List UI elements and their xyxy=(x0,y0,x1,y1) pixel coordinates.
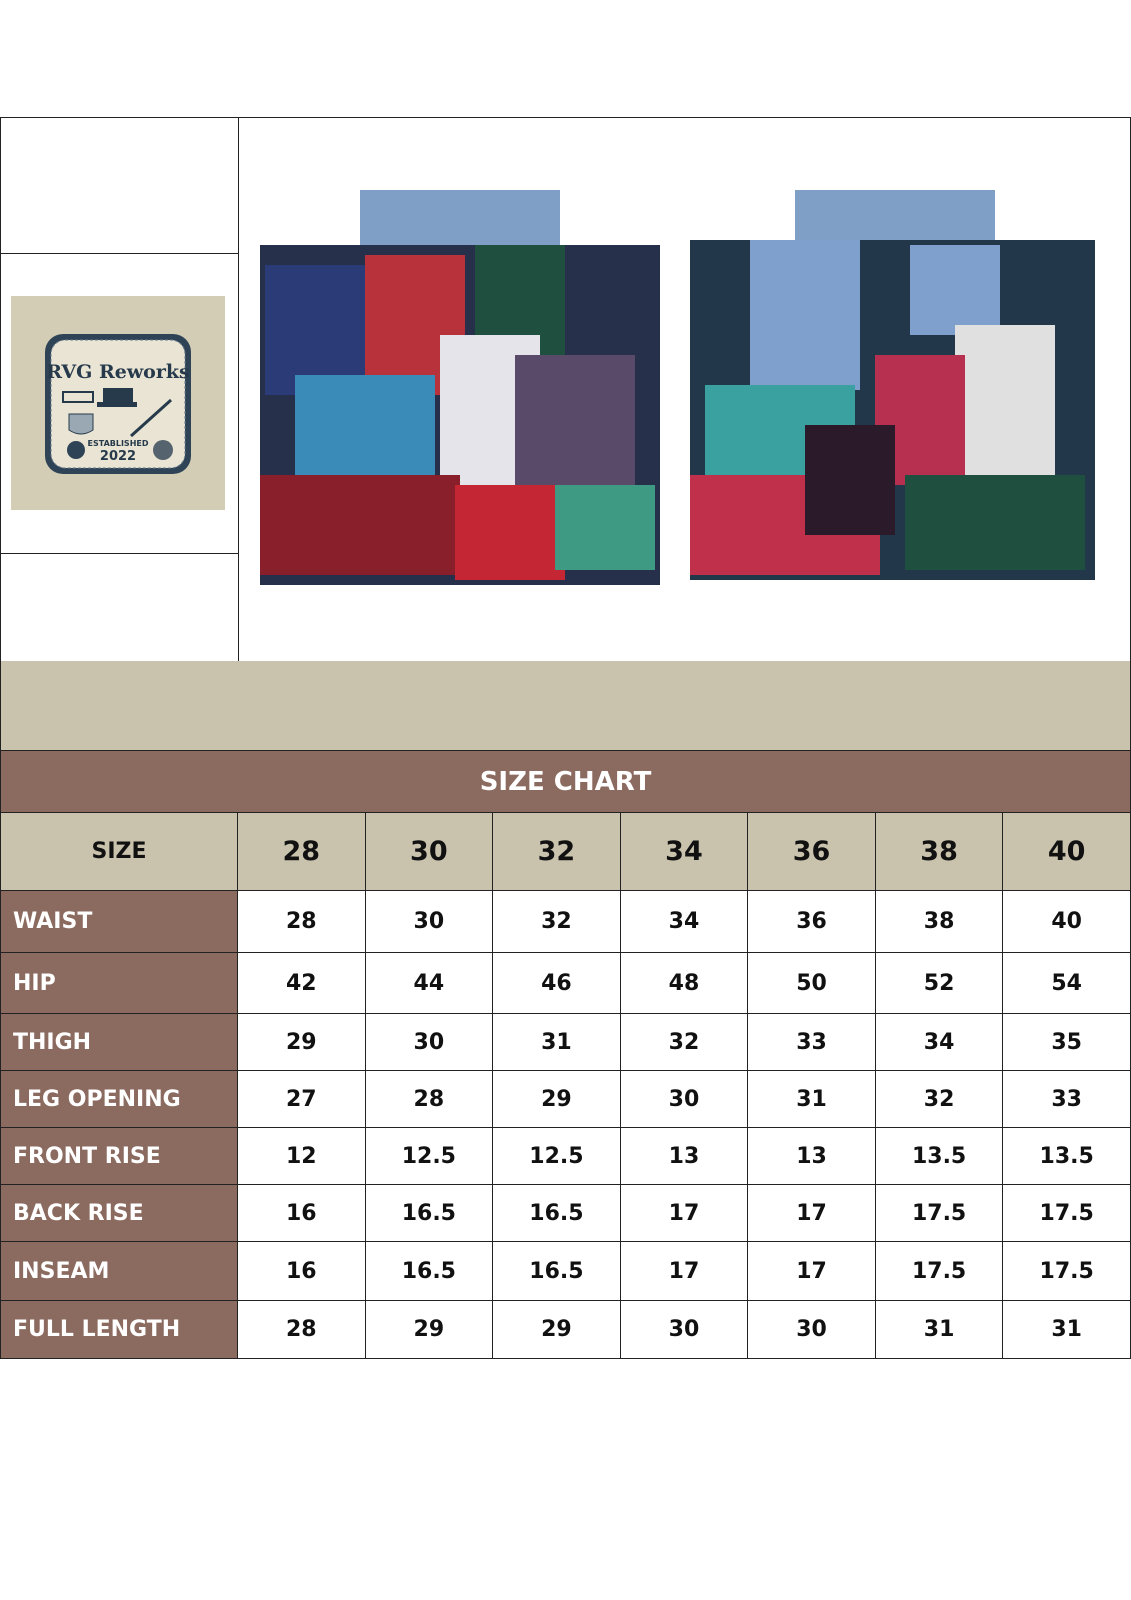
table-cell: 35 xyxy=(1002,1013,1131,1071)
table-cell: 30 xyxy=(619,1070,749,1128)
size-chart-title: SIZE CHART xyxy=(0,751,1131,813)
table-cell: 16 xyxy=(237,1184,366,1242)
shorts-front-image xyxy=(260,190,660,585)
table-cell: 52 xyxy=(874,952,1004,1014)
empty-cell xyxy=(1,118,239,254)
table-cell: 33 xyxy=(747,1013,876,1071)
brand-logo: RVG Reworks ESTABLISHED 2022 xyxy=(11,296,225,510)
table-cell: 30 xyxy=(619,1300,749,1359)
shorts-back-image xyxy=(690,190,1095,580)
table-cell: 54 xyxy=(1002,952,1131,1014)
table-cell: 31 xyxy=(1002,1300,1131,1359)
table-cell: 12.5 xyxy=(492,1127,621,1185)
table-cell: 31 xyxy=(492,1013,621,1071)
table-cell: 34 xyxy=(874,1013,1004,1071)
size-column-header: 36 xyxy=(747,812,876,891)
table-cell: 12.5 xyxy=(364,1127,494,1185)
table-row: WAIST 28 30 32 34 36 38 40 xyxy=(0,890,1131,953)
table-row: LEG OPENING 27 28 29 30 31 32 33 xyxy=(0,1070,1131,1128)
table-cell: 17.5 xyxy=(874,1184,1004,1242)
table-row: INSEAM 16 16.5 16.5 17 17 17.5 17.5 xyxy=(0,1241,1131,1301)
size-column-header: 34 xyxy=(619,812,749,891)
table-cell: 46 xyxy=(492,952,621,1014)
logo-cell xyxy=(1,253,239,554)
table-cell: 50 xyxy=(747,952,876,1014)
table-cell: 17.5 xyxy=(874,1241,1004,1301)
size-column-header: 30 xyxy=(364,812,494,891)
table-cell: 31 xyxy=(747,1070,876,1128)
table-cell: 17 xyxy=(619,1241,749,1301)
table-row: HIP 42 44 46 48 50 52 54 xyxy=(0,952,1131,1014)
svg-text:2022: 2022 xyxy=(100,449,136,464)
table-cell: 42 xyxy=(237,952,366,1014)
svg-text:ESTABLISHED: ESTABLISHED xyxy=(88,439,149,448)
table-cell: 17 xyxy=(747,1241,876,1301)
table-cell: 16.5 xyxy=(492,1184,621,1242)
table-cell: 16.5 xyxy=(492,1241,621,1301)
row-label: BACK RISE xyxy=(0,1184,238,1242)
size-column-header: 28 xyxy=(237,812,366,891)
table-cell: 16.5 xyxy=(364,1241,494,1301)
row-label: HIP xyxy=(0,952,238,1014)
table-cell: 16.5 xyxy=(364,1184,494,1242)
table-cell: 13.5 xyxy=(1002,1127,1131,1185)
size-column-header: 32 xyxy=(492,812,621,891)
table-cell: 33 xyxy=(1002,1070,1131,1128)
table-cell: 32 xyxy=(492,890,621,953)
table-cell: 17.5 xyxy=(1002,1184,1131,1242)
table-cell: 13 xyxy=(747,1127,876,1185)
size-column-header: 40 xyxy=(1002,812,1131,891)
table-row: THIGH 29 30 31 32 33 34 35 xyxy=(0,1013,1131,1071)
table-cell: 28 xyxy=(364,1070,494,1128)
table-cell: 28 xyxy=(237,890,366,953)
table-cell: 29 xyxy=(492,1300,621,1359)
table-cell: 12 xyxy=(237,1127,366,1185)
row-label: WAIST xyxy=(0,890,238,953)
row-label: LEG OPENING xyxy=(0,1070,238,1128)
svg-text:RVG Reworks: RVG Reworks xyxy=(46,361,189,383)
table-cell: 34 xyxy=(619,890,749,953)
header-row: SIZE 28 30 32 34 36 38 40 xyxy=(0,812,1131,891)
table-cell: 16 xyxy=(237,1241,366,1301)
table-cell: 29 xyxy=(237,1013,366,1071)
table-cell: 48 xyxy=(619,952,749,1014)
size-header: SIZE xyxy=(0,812,238,891)
table-cell: 13.5 xyxy=(874,1127,1004,1185)
table-cell: 17.5 xyxy=(1002,1241,1131,1301)
table-cell: 17 xyxy=(619,1184,749,1242)
size-column-header: 38 xyxy=(874,812,1004,891)
table-cell: 32 xyxy=(874,1070,1004,1128)
table-cell: 30 xyxy=(364,890,494,953)
row-label: THIGH xyxy=(0,1013,238,1071)
table-cell: 32 xyxy=(619,1013,749,1071)
table-row: FRONT RISE 12 12.5 12.5 13 13 13.5 13.5 xyxy=(0,1127,1131,1185)
size-chart-table: SIZE 28 30 32 34 36 38 40 WAIST 28 30 32 34 36 38 40 H… xyxy=(0,812,1131,1359)
table-cell: 30 xyxy=(747,1300,876,1359)
table-cell: 17 xyxy=(747,1184,876,1242)
row-label: FULL LENGTH xyxy=(0,1300,238,1359)
table-cell: 38 xyxy=(874,890,1004,953)
table-cell: 27 xyxy=(237,1070,366,1128)
table-cell: 30 xyxy=(364,1013,494,1071)
table-row: FULL LENGTH 28 29 29 30 30 31 31 xyxy=(0,1300,1131,1359)
empty-cell xyxy=(1,553,239,661)
row-label: FRONT RISE xyxy=(0,1127,238,1185)
table-cell: 28 xyxy=(237,1300,366,1359)
table-cell: 13 xyxy=(619,1127,749,1185)
table-cell: 29 xyxy=(364,1300,494,1359)
table-cell: 40 xyxy=(1002,890,1131,953)
beige-band xyxy=(0,661,1131,751)
row-label: INSEAM xyxy=(0,1241,238,1301)
table-cell: 31 xyxy=(874,1300,1004,1359)
table-cell: 44 xyxy=(364,952,494,1014)
table-cell: 29 xyxy=(492,1070,621,1128)
table-row: BACK RISE 16 16.5 16.5 17 17 17.5 17.5 xyxy=(0,1184,1131,1242)
table-cell: 36 xyxy=(747,890,876,953)
